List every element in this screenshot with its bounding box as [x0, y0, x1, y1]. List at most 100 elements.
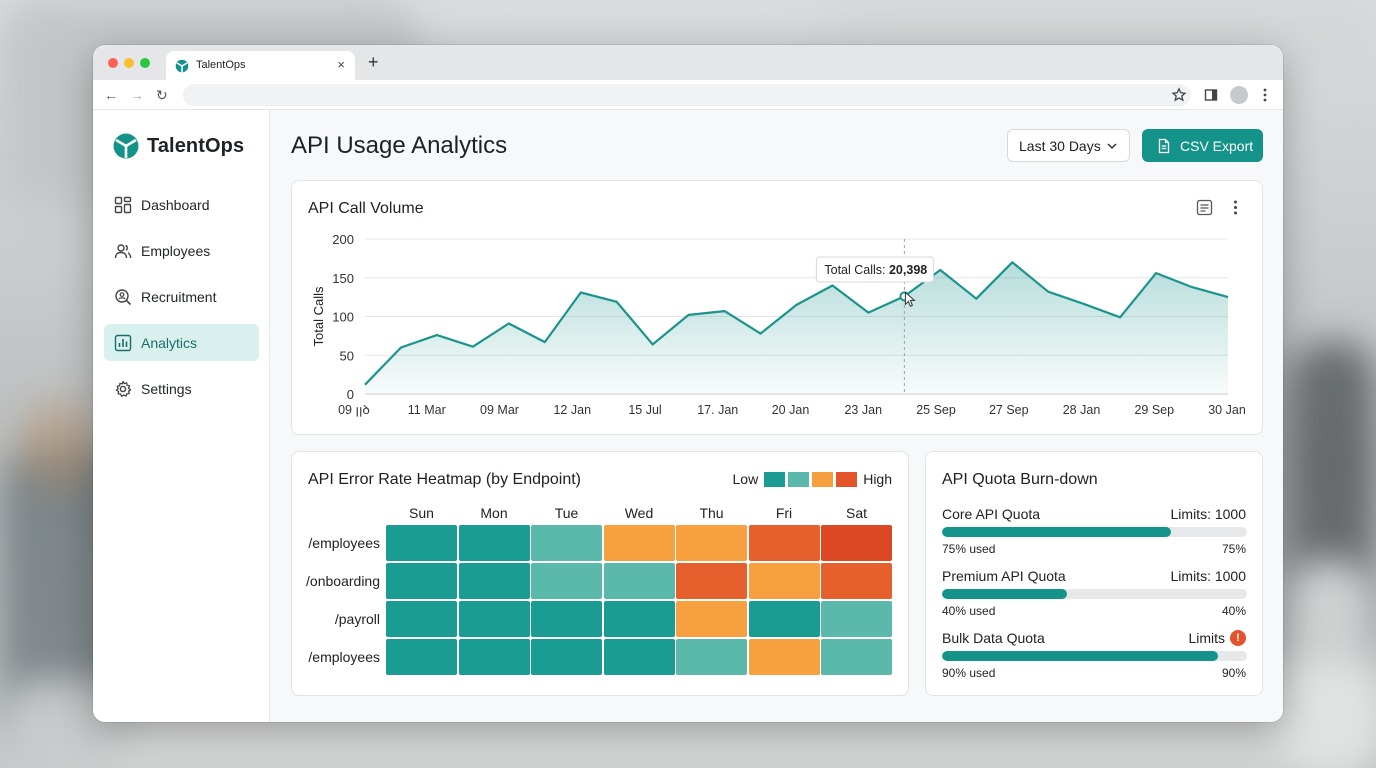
heatmap-day-label: Tue — [554, 505, 579, 521]
csv-export-button[interactable]: CSV Export — [1142, 129, 1263, 162]
heatmap-cell[interactable] — [458, 601, 530, 637]
sidepanel-icon[interactable] — [1203, 87, 1219, 103]
heatmap-cell[interactable] — [386, 525, 457, 561]
x-tick-label: 23 Jan — [844, 403, 882, 417]
api-call-volume-chart[interactable]: 0 50 100 150 200 09 ꞁꞁꝺ 11 Mar 09 Mar 12 Jan 15 J… — [292, 181, 1262, 434]
x-tick-label: 28 Jan — [1063, 403, 1101, 417]
heatmap-cell[interactable] — [603, 601, 675, 637]
heatmap-endpoint-label: /employees — [308, 535, 380, 551]
bar-chart-icon — [114, 334, 132, 351]
address-bar[interactable] — [183, 84, 1191, 106]
profile-avatar[interactable] — [1230, 86, 1248, 104]
more-menu-icon[interactable] — [1257, 87, 1273, 103]
maximize-window-button[interactable] — [140, 58, 150, 68]
minimize-window-button[interactable] — [124, 58, 134, 68]
heatmap-cell[interactable] — [676, 639, 747, 675]
heatmap-cell[interactable] — [458, 525, 530, 561]
quota-limit-text: Limits: 1000 — [1170, 506, 1246, 522]
reload-button[interactable]: ↻ — [156, 87, 168, 103]
date-range-select[interactable]: Last 30 Days — [1007, 129, 1130, 162]
heatmap-cell[interactable] — [676, 563, 747, 599]
tooltip-text: Total Calls: 20,398 — [824, 263, 927, 277]
quota-progress-bar — [942, 527, 1247, 537]
toolbar: ← → ↻ — [93, 80, 1283, 110]
legend-swatch — [836, 471, 858, 487]
heatmap-cell[interactable] — [676, 525, 747, 561]
heatmap-cell[interactable] — [748, 525, 820, 561]
series-line — [364, 261, 1229, 386]
heatmap-cell[interactable] — [603, 563, 675, 599]
sidebar-item-recruitment[interactable]: Recruitment — [104, 278, 259, 315]
heatmap-cell[interactable] — [676, 601, 747, 637]
quota-burndown-card: API Quota Burn-down Core API Quota Limit… — [925, 451, 1263, 696]
close-window-button[interactable] — [108, 58, 118, 68]
data-point — [1189, 284, 1195, 290]
heatmap-cell[interactable] — [748, 601, 820, 637]
sidebar-item-label: Employees — [141, 242, 211, 259]
brand[interactable]: TalentOps — [113, 132, 244, 160]
y-tick-label: 200 — [332, 232, 354, 247]
sidebar-item-label: Settings — [141, 380, 192, 397]
sidebar-item-settings[interactable]: Settings — [104, 370, 259, 407]
heatmap-cell[interactable] — [821, 639, 892, 675]
x-tick-label: 25 Sep — [916, 403, 956, 417]
heatmap-cell[interactable] — [458, 639, 530, 675]
brand-name: TalentOps — [147, 134, 245, 157]
heatmap-cell[interactable] — [821, 525, 892, 561]
data-point — [1045, 289, 1051, 295]
kebab-menu-icon[interactable] — [1227, 199, 1244, 216]
y-tick-label: 150 — [332, 271, 354, 286]
heatmap-cell[interactable] — [821, 563, 892, 599]
tab-close-icon[interactable]: × — [337, 57, 345, 72]
sidebar-item-employees[interactable]: Employees — [104, 232, 259, 269]
quota-name: Premium API Quota — [942, 568, 1066, 584]
x-tick-label: 15 Jul — [628, 403, 661, 417]
heatmap-cell[interactable] — [458, 563, 530, 599]
heatmap-cell[interactable] — [531, 563, 602, 599]
heatmap-cell[interactable] — [531, 601, 602, 637]
heatmap-endpoint-label: /onboarding — [306, 573, 380, 589]
quota-percent: 40% — [1221, 604, 1246, 618]
x-tick-label: 29 Sep — [1134, 403, 1174, 417]
csv-export-label: CSV Export — [1180, 137, 1254, 154]
forward-button[interactable]: → — [130, 87, 144, 103]
sidebar-item-label: Analytics — [141, 334, 198, 351]
chevron-down-icon — [1107, 143, 1117, 150]
heatmap-cell[interactable] — [386, 563, 457, 599]
legend-high-label: High — [863, 471, 892, 487]
heatmap-cell[interactable] — [531, 525, 602, 561]
heatmap-cell[interactable] — [603, 525, 675, 561]
quota-name: Bulk Data Quota — [942, 630, 1045, 646]
legend-low-label: Low — [732, 471, 759, 487]
heatmap-cell[interactable] — [821, 601, 892, 637]
heatmap-cell[interactable] — [603, 639, 675, 675]
heatmap-day-label: Sat — [845, 505, 867, 521]
star-icon[interactable] — [1171, 87, 1187, 103]
sidebar-item-dashboard[interactable]: Dashboard — [104, 186, 259, 223]
back-button[interactable]: ← — [104, 87, 118, 103]
warning-icon[interactable]: ! — [1230, 630, 1246, 646]
date-range-value: Last 30 Days — [1019, 137, 1101, 154]
x-tick-label: 30 Jan — [1208, 403, 1246, 417]
browser-tab[interactable]: TalentOps × — [166, 51, 355, 80]
table-view-icon[interactable] — [1196, 199, 1213, 216]
heatmap-cell[interactable] — [386, 639, 457, 675]
heatmap-cell[interactable] — [386, 601, 457, 637]
chart-tools — [1196, 199, 1244, 216]
new-tab-button[interactable]: + — [368, 52, 379, 72]
heatmap-cell[interactable] — [748, 639, 820, 675]
heatmap-cell[interactable] — [748, 563, 820, 599]
heatmap-legend: Low High — [733, 471, 892, 487]
quota-used-label: 90% used — [942, 666, 996, 680]
heatmap-cell[interactable] — [531, 639, 602, 675]
x-tick-label: 09 Mar — [480, 403, 519, 417]
page-title: API Usage Analytics — [291, 132, 508, 159]
sidebar-item-label: Recruitment — [141, 288, 217, 305]
data-point — [686, 312, 692, 318]
x-tick-label: 20 Jan — [772, 403, 810, 417]
y-tick-label: 50 — [340, 348, 354, 363]
sidebar-item-analytics[interactable]: Analytics — [104, 324, 259, 361]
legend-swatch — [764, 471, 786, 487]
data-point — [794, 302, 800, 308]
data-point — [1009, 259, 1015, 265]
